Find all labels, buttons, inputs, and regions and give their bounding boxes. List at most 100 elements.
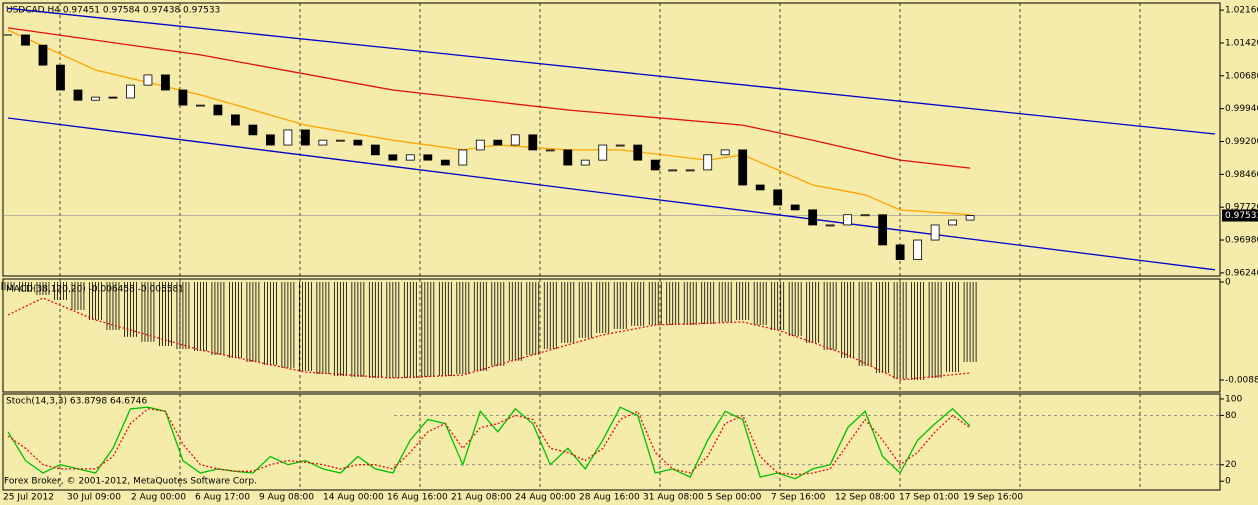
y-tick-label: 0.96240 [1225,268,1258,278]
candle [91,96,100,101]
candle [878,214,888,246]
footer: Forex Broker, © 2001-2012, MetaQuotes So… [4,477,257,487]
candle [738,149,748,186]
candle [300,129,310,146]
x-tick-label: 16 Aug 16:00 [387,493,448,503]
candle [213,104,223,116]
indicator-line [7,7,1216,135]
candle [668,169,678,172]
candle [126,84,135,99]
y-tick-label: 100 [1225,394,1242,404]
candle [493,139,503,146]
candle [703,154,713,171]
price-header: USDCAD,H4 0.97451 0.97584 0.97438 0.9753… [6,6,220,16]
candle [860,214,870,217]
candle [161,74,170,91]
candle [650,159,660,171]
x-tick-label: 17 Sep 01:00 [899,493,959,503]
macd-header: MACD(38,120,20) -0.006458 -0.005581 [6,285,184,295]
candle [73,89,83,101]
candle [563,149,573,166]
x-tick-label: 31 Aug 08:00 [643,493,704,503]
candle [108,96,118,99]
stoch-panel [2,393,1221,491]
indicator-line [7,27,971,169]
candle [405,154,415,161]
x-tick-label: 25 Jul 2012 [3,493,54,503]
candle [720,149,730,156]
candle [335,139,345,142]
candle [790,204,800,211]
last-price-box [1222,209,1258,222]
candle [283,129,293,146]
x-tick-label: 6 Aug 17:00 [195,493,250,503]
indicator-line [7,29,971,216]
candle [510,134,520,146]
candle [56,64,65,91]
stoch-main [7,406,971,480]
candle [370,144,380,156]
candle [615,144,625,147]
y-tick-label: 1.02160 [1225,6,1258,16]
candle [773,189,783,206]
y-tick-label: 0 [1225,277,1231,287]
macd-signal [7,297,971,381]
candle [825,224,835,227]
candle [178,89,188,106]
last-price-label: 0.97533 [1225,211,1258,221]
x-tick-label: 2 Aug 00:00 [131,493,186,503]
x-tick-label: 9 Aug 08:00 [259,493,314,503]
stoch-header: Stoch(14,3,3) 63.8798 64.6746 [6,397,147,407]
x-tick-label: 28 Aug 16:00 [579,493,640,503]
candle [545,149,555,152]
x-tick-label: 19 Sep 16:00 [963,493,1023,503]
candle [196,104,205,107]
candle [528,134,538,151]
candle [755,184,765,191]
candle [633,144,643,161]
candle [231,114,240,126]
candle [458,149,468,166]
candle [965,215,975,221]
candle [265,134,275,146]
candle [913,239,923,260]
candle [580,159,590,166]
candle [930,224,940,241]
candle [21,34,30,46]
y-tick-label: 80 [1225,411,1237,421]
x-tick-label: 30 Jul 09:00 [67,493,121,503]
x-tick-label: 5 Sep 00:00 [707,493,762,503]
candle [423,154,433,161]
indicator-line [7,117,1216,271]
y-tick-label: -0.00886 [1225,375,1258,385]
candle [38,44,48,66]
candle [843,214,853,226]
candle [143,74,153,86]
price-panel [2,2,1221,277]
candle [895,244,905,260]
y-tick-label: 20 [1225,460,1237,470]
x-tick-label: 14 Aug 00:00 [323,493,384,503]
x-tick-label: 21 Aug 08:00 [451,493,512,503]
x-tick-label: 12 Sep 08:00 [835,493,895,503]
y-tick-label: 0 [1225,477,1231,487]
candle [948,219,958,226]
candle [685,169,695,172]
macd-panel [2,278,1221,393]
x-tick-label: 7 Sep 16:00 [771,493,826,503]
candle [475,139,485,151]
candle [388,154,398,161]
candle [808,209,818,226]
candle [318,139,328,146]
candle [353,139,363,146]
x-tick-label: 24 Aug 00:00 [515,493,576,503]
